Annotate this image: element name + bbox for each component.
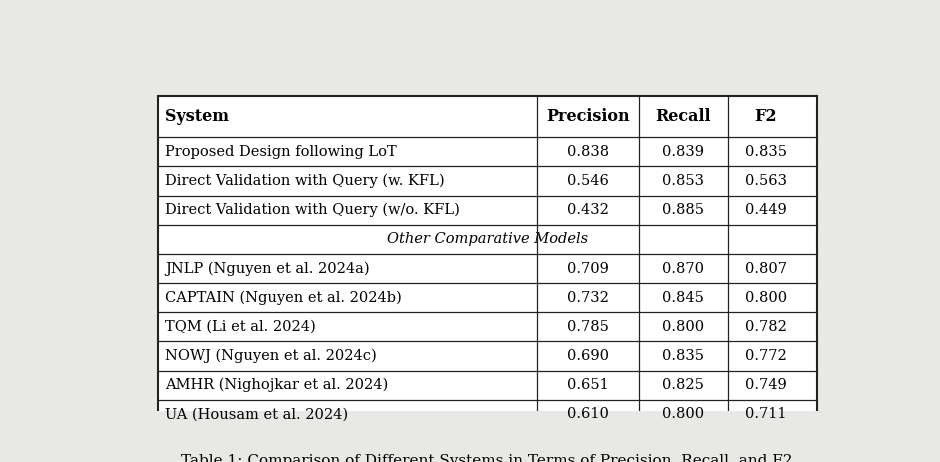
Text: 0.825: 0.825 [663,378,704,392]
Text: Recall: Recall [655,108,711,125]
Text: 0.690: 0.690 [567,349,609,363]
Text: 0.651: 0.651 [567,378,608,392]
Text: 0.845: 0.845 [663,291,704,305]
Text: Direct Validation with Query (w. KFL): Direct Validation with Query (w. KFL) [164,174,445,188]
Text: 0.807: 0.807 [744,261,787,275]
Text: 0.563: 0.563 [744,174,787,188]
Text: 0.785: 0.785 [567,320,609,334]
Text: JNLP (Nguyen et al. 2024a): JNLP (Nguyen et al. 2024a) [164,261,369,276]
Text: Table 1: Comparison of Different Systems in Terms of Precision, Recall, and F2: Table 1: Comparison of Different Systems… [181,454,793,462]
Text: 0.610: 0.610 [567,407,609,421]
Text: 0.709: 0.709 [567,261,609,275]
Text: 0.835: 0.835 [744,145,787,159]
Text: 0.835: 0.835 [663,349,704,363]
Text: 0.853: 0.853 [663,174,704,188]
Text: TQM (Li et al. 2024): TQM (Li et al. 2024) [164,320,316,334]
Text: 0.782: 0.782 [744,320,787,334]
Text: AMHR (Nighojkar et al. 2024): AMHR (Nighojkar et al. 2024) [164,378,388,392]
Text: NOWJ (Nguyen et al. 2024c): NOWJ (Nguyen et al. 2024c) [164,349,377,363]
Text: 0.546: 0.546 [567,174,609,188]
Text: 0.772: 0.772 [744,349,787,363]
Text: 0.800: 0.800 [744,291,787,305]
Text: 0.732: 0.732 [567,291,609,305]
Text: 0.839: 0.839 [663,145,704,159]
Text: Precision: Precision [546,108,630,125]
Text: UA (Housam et al. 2024): UA (Housam et al. 2024) [164,407,348,421]
Text: 0.449: 0.449 [744,203,787,217]
Text: 0.800: 0.800 [663,320,704,334]
Text: 0.432: 0.432 [567,203,609,217]
Text: 0.885: 0.885 [663,203,704,217]
Text: Proposed Design following LoT: Proposed Design following LoT [164,145,397,159]
Text: 0.749: 0.749 [744,378,787,392]
Text: Direct Validation with Query (w/o. KFL): Direct Validation with Query (w/o. KFL) [164,203,460,218]
Text: 0.711: 0.711 [745,407,787,421]
Text: 0.838: 0.838 [567,145,609,159]
Text: 0.870: 0.870 [663,261,704,275]
Text: F2: F2 [755,108,777,125]
Text: System: System [164,108,228,125]
Text: 0.800: 0.800 [663,407,704,421]
Text: CAPTAIN (Nguyen et al. 2024b): CAPTAIN (Nguyen et al. 2024b) [164,291,401,305]
Text: Other Comparative Models: Other Comparative Models [386,232,588,246]
